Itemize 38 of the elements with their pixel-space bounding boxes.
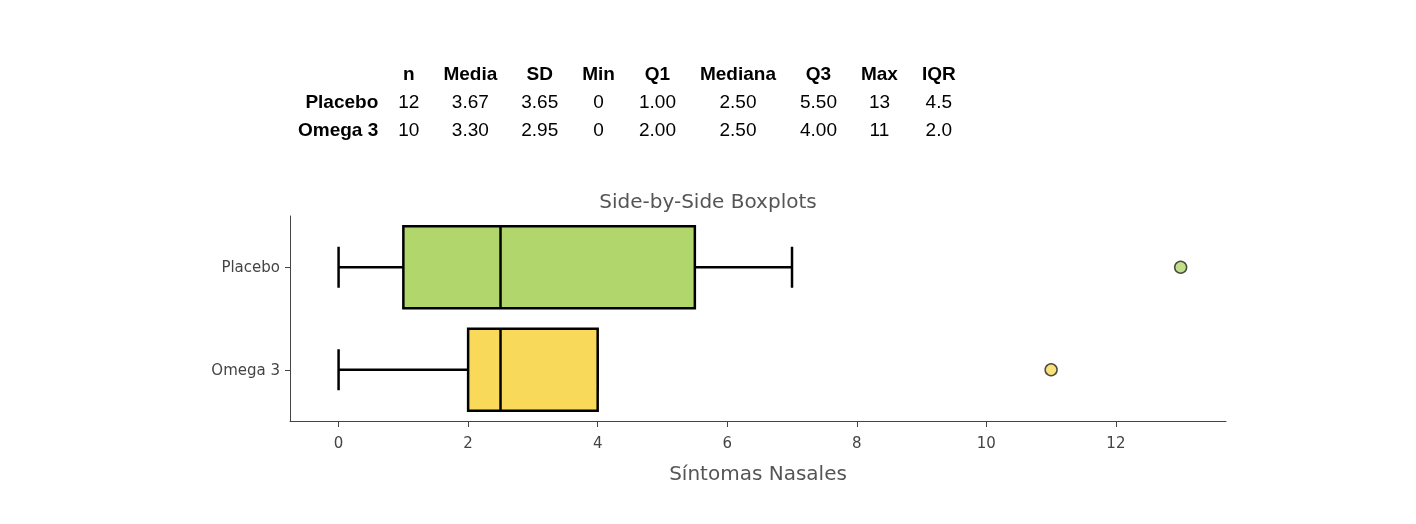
text: 2.0 — [925, 119, 953, 140]
text: 3.67 — [451, 91, 489, 112]
text: 10 — [398, 119, 420, 140]
x-tick-label: 12 — [1106, 433, 1126, 452]
text: 4.00 — [799, 119, 837, 140]
x-tick-label: 10 — [976, 433, 996, 452]
category-label: Media — [442, 62, 499, 86]
category-label: Q3 — [804, 62, 833, 86]
x-tick-label: 0 — [333, 433, 344, 452]
text: 2.00 — [638, 119, 676, 140]
text: 3.30 — [451, 119, 489, 140]
category-label: SD — [525, 62, 554, 86]
text: 12 — [398, 91, 420, 112]
text: 3.65 — [521, 91, 559, 112]
category-label: Mediana — [698, 62, 777, 86]
x-tick-label: 2 — [463, 433, 473, 452]
x-tick-label: 8 — [852, 433, 862, 452]
text: 13 — [868, 91, 891, 112]
x-tick-label: 4 — [592, 433, 603, 452]
x-axis-title: Síntomas Nasales — [669, 461, 847, 485]
chart-title: Side-by-Side Boxplots — [599, 189, 817, 213]
text: 4.5 — [925, 91, 953, 112]
category-label: n — [402, 62, 416, 86]
category-label: Max — [859, 62, 899, 86]
category-label: Min — [581, 62, 616, 86]
x-tick-label: 6 — [722, 433, 733, 452]
text: 2.50 — [719, 91, 757, 112]
text: 2.95 — [521, 119, 559, 140]
text: 0 — [593, 91, 604, 112]
category-label: Q1 — [643, 62, 672, 86]
text: 1.00 — [638, 91, 676, 112]
text: 2.50 — [719, 119, 757, 140]
text: 5.50 — [799, 91, 837, 112]
text: 0 — [593, 119, 604, 140]
category-label: Omega 3 — [298, 119, 379, 140]
category-label: IQR — [920, 62, 957, 86]
text: 11 — [869, 119, 890, 140]
category-label: Placebo — [305, 91, 379, 112]
